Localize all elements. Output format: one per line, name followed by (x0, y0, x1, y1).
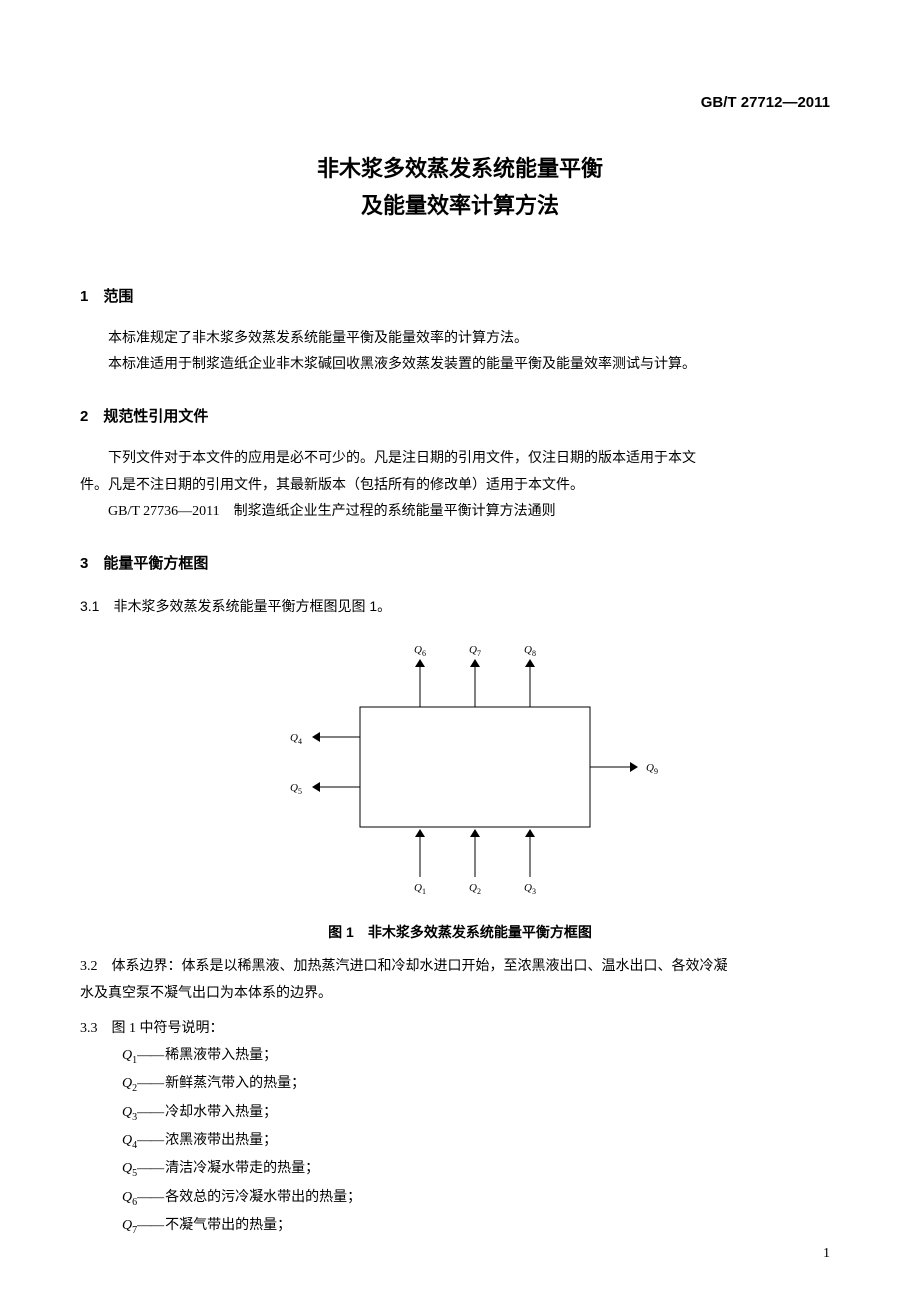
sec1-p2: 本标准适用于制浆造纸企业非木浆碱回收黑液多效蒸发装置的能量平衡及能量效率测试与计… (80, 352, 840, 379)
symbol-list: Q1——稀黑液带入热量；Q2——新鲜蒸汽带入的热量；Q3——冷却水带入热量；Q4… (122, 1042, 840, 1240)
svg-text:Q: Q (414, 644, 422, 656)
title-block: 非木浆多效蒸发系统能量平衡 及能量效率计算方法 (80, 150, 840, 225)
section-3-heading: 3 能量平衡方框图 (80, 552, 840, 573)
svg-text:1: 1 (422, 887, 426, 896)
title-line-1: 非木浆多效蒸发系统能量平衡 (80, 150, 840, 187)
energy-balance-diagram: Q6Q7Q8Q1Q2Q3Q4Q5Q9 (240, 627, 680, 907)
page-number: 1 (823, 1246, 830, 1262)
symbol-row: Q7——不凝气带出的热量； (122, 1212, 840, 1240)
figure-1-caption: 图 1 非木浆多效蒸发系统能量平衡方框图 (80, 922, 840, 942)
svg-text:2: 2 (477, 887, 481, 896)
svg-text:Q: Q (469, 882, 477, 894)
svg-text:3: 3 (532, 887, 536, 896)
figure-1: Q6Q7Q8Q1Q2Q3Q4Q5Q9 (80, 627, 840, 912)
sec3-3: 3.3 图 1 中符号说明： (80, 1016, 840, 1043)
sec2-p1b: 件。凡是不注日期的引用文件，其最新版本（包括所有的修改单）适用于本文件。 (80, 473, 840, 500)
svg-text:Q: Q (290, 732, 298, 744)
standard-code: GB/T 27712—2011 (701, 94, 830, 111)
symbol-row: Q3——冷却水带入热量； (122, 1099, 840, 1127)
sec3-2: 3.2 体系边界：体系是以稀黑液、加热蒸汽进口和冷却水进口开始，至浓黑液出口、温… (80, 954, 840, 981)
svg-text:Q: Q (524, 882, 532, 894)
symbol-row: Q5——清洁冷凝水带走的热量； (122, 1155, 840, 1183)
svg-text:8: 8 (532, 649, 536, 658)
svg-text:5: 5 (298, 787, 302, 796)
svg-text:Q: Q (290, 782, 298, 794)
section-2-heading: 2 规范性引用文件 (80, 405, 840, 426)
title-line-2: 及能量效率计算方法 (80, 187, 840, 224)
svg-text:Q: Q (524, 644, 532, 656)
symbol-row: Q4——浓黑液带出热量； (122, 1127, 840, 1155)
sec1-p1: 本标准规定了非木浆多效蒸发系统能量平衡及能量效率的计算方法。 (80, 326, 840, 353)
sec2-p1a: 下列文件对于本文件的应用是必不可少的。凡是注日期的引用文件，仅注日期的版本适用于… (80, 446, 840, 473)
symbol-row: Q6——各效总的污冷凝水带出的热量； (122, 1184, 840, 1212)
svg-text:Q: Q (414, 882, 422, 894)
sec2-ref: GB/T 27736—2011 制浆造纸企业生产过程的系统能量平衡计算方法通则 (80, 499, 840, 526)
symbol-row: Q2——新鲜蒸汽带入的热量； (122, 1070, 840, 1098)
section-1-heading: 1 范围 (80, 285, 840, 306)
symbol-row: Q1——稀黑液带入热量； (122, 1042, 840, 1070)
sec3-1: 3.1 非木浆多效蒸发系统能量平衡方框图见图 1。 (80, 593, 840, 622)
svg-text:7: 7 (477, 649, 481, 658)
svg-text:4: 4 (298, 737, 302, 746)
svg-text:9: 9 (654, 767, 658, 776)
svg-text:Q: Q (469, 644, 477, 656)
sec3-2b: 水及真空泵不凝气出口为本体系的边界。 (80, 981, 840, 1008)
svg-text:Q: Q (646, 762, 654, 774)
svg-text:6: 6 (422, 649, 426, 658)
